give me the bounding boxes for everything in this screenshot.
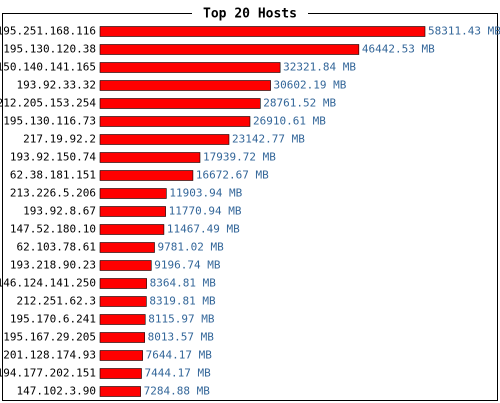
bar (99, 386, 141, 397)
bar (99, 350, 143, 361)
category-label: 147.52.180.10 (10, 223, 96, 236)
bar (99, 206, 166, 217)
category-label: 217.19.92.2 (23, 133, 96, 146)
bar (99, 260, 152, 271)
bar (99, 242, 155, 253)
bar (99, 170, 194, 181)
value-label: 32321.84 MB (283, 61, 356, 74)
bar (99, 278, 147, 289)
bar (99, 314, 146, 325)
category-label: 212.205.153.254 (0, 97, 96, 110)
category-label: 193.92.150.74 (10, 151, 96, 164)
category-label: 212.251.62.3 (17, 295, 96, 308)
bar (99, 26, 426, 37)
bar (99, 62, 281, 73)
value-label: 28761.52 MB (263, 97, 336, 110)
value-label: 8319.81 MB (149, 295, 216, 308)
category-label: 195.251.168.116 (0, 25, 96, 38)
bar (99, 368, 142, 379)
bar (99, 152, 201, 163)
chart-title: Top 20 Hosts (203, 7, 297, 22)
bar (99, 224, 165, 235)
value-label: 30602.19 MB (274, 79, 347, 92)
bar (99, 44, 360, 55)
bar (99, 98, 261, 109)
category-label: 193.218.90.23 (10, 259, 96, 272)
value-label: 9781.02 MB (158, 241, 225, 254)
value-label: 11770.94 MB (169, 205, 242, 218)
category-label: 194.177.202.151 (0, 367, 96, 380)
value-label: 7644.17 MB (146, 349, 213, 362)
category-label: 213.226.5.206 (10, 187, 96, 200)
category-label: 147.102.3.90 (17, 385, 96, 398)
value-label: 7284.88 MB (144, 385, 211, 398)
bar (99, 188, 167, 199)
title-background (192, 5, 308, 21)
bar (99, 134, 230, 145)
category-label: 195.130.116.73 (3, 115, 96, 128)
value-label: 11903.94 MB (169, 187, 242, 200)
value-label: 9196.74 MB (154, 259, 221, 272)
bar (99, 296, 147, 307)
value-label: 8364.81 MB (150, 277, 217, 290)
category-label: 150.140.141.165 (0, 61, 96, 74)
value-label: 46442.53 MB (362, 43, 435, 56)
value-label: 8115.97 MB (148, 313, 215, 326)
value-label: 58311.43 MB (428, 25, 500, 38)
category-label: 195.130.120.38 (3, 43, 96, 56)
value-label: 16672.67 MB (196, 169, 269, 182)
value-label: 17939.72 MB (203, 151, 276, 164)
category-label: 62.38.181.151 (10, 169, 96, 182)
value-label: 11467.49 MB (167, 223, 240, 236)
value-label: 26910.61 MB (253, 115, 326, 128)
value-label: 8013.57 MB (148, 331, 215, 344)
category-label: 195.170.6.241 (10, 313, 96, 326)
category-label: 62.103.78.61 (17, 241, 96, 254)
category-label: 193.92.33.32 (17, 79, 96, 92)
category-label: 195.167.29.205 (3, 331, 96, 344)
bar (99, 332, 145, 343)
bar (99, 80, 271, 91)
category-label: 201.128.174.93 (3, 349, 96, 362)
value-label: 23142.77 MB (232, 133, 305, 146)
category-label: 193.92.8.67 (23, 205, 96, 218)
bar (99, 116, 251, 127)
category-label: 146.124.141.250 (0, 277, 96, 290)
value-label: 7444.17 MB (144, 367, 211, 380)
